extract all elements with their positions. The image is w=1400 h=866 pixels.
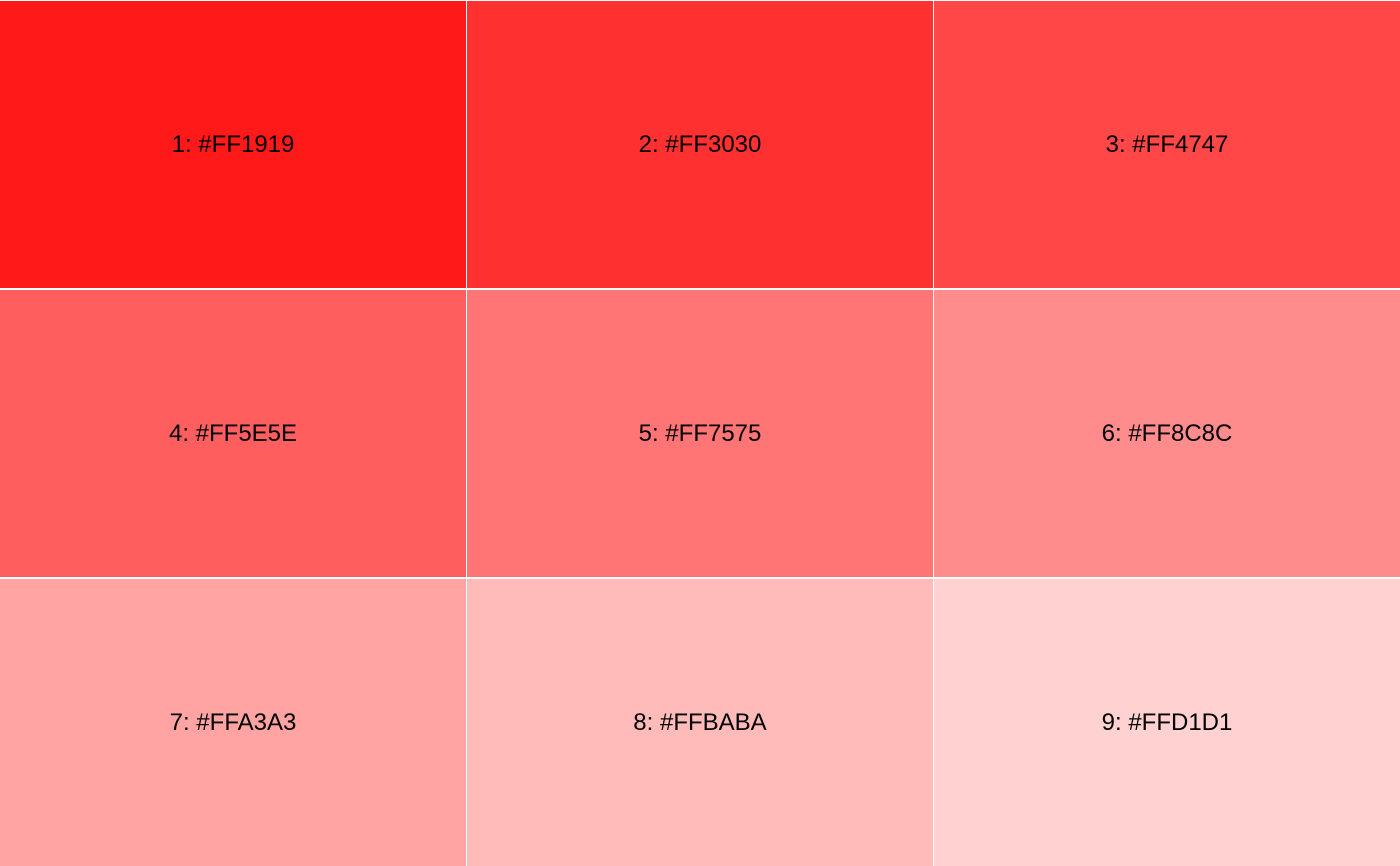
swatch-label: 8: #FFBABA [633, 708, 767, 736]
swatch-label: 1: #FF1919 [171, 130, 295, 158]
swatch-label: 2: #FF3030 [638, 130, 762, 158]
color-swatch: 3: #FF4747 [934, 1, 1400, 288]
color-swatch: 9: #FFD1D1 [934, 579, 1400, 866]
color-swatch: 4: #FF5E5E [0, 290, 466, 577]
swatch-label: 4: #FF5E5E [168, 419, 298, 447]
color-swatch: 7: #FFA3A3 [0, 579, 466, 866]
swatch-label: 3: #FF4747 [1105, 130, 1229, 158]
swatch-label: 7: #FFA3A3 [169, 708, 297, 736]
swatch-label: 5: #FF7575 [638, 419, 762, 447]
color-swatch: 5: #FF7575 [467, 290, 933, 577]
color-swatch: 1: #FF1919 [0, 1, 466, 288]
swatch-label: 9: #FFD1D1 [1101, 708, 1233, 736]
color-swatch: 2: #FF3030 [467, 1, 933, 288]
swatch-label: 6: #FF8C8C [1101, 419, 1233, 447]
color-swatch: 8: #FFBABA [467, 579, 933, 866]
color-swatch: 6: #FF8C8C [934, 290, 1400, 577]
